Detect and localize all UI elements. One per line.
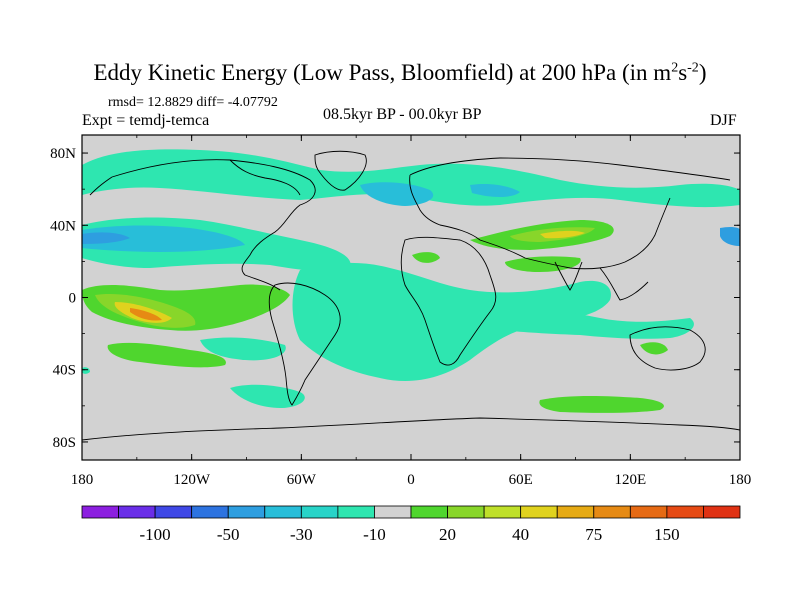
colorbar-swatch: [264, 505, 302, 519]
contour-asia-green-patch: [505, 256, 581, 272]
colorbar-swatch: [191, 505, 229, 519]
colorbar-label: -10: [363, 525, 386, 544]
colorbar-swatch: [447, 505, 485, 519]
colorbar-swatch: [154, 505, 193, 519]
chart-title: Eddy Kinetic Energy (Low Pass, Bloomfiel…: [93, 60, 707, 85]
coast-australia: [629, 326, 706, 371]
coast-africa: [400, 236, 497, 366]
coast-south-america: [268, 282, 341, 406]
colorbar-label: -30: [290, 525, 313, 544]
colorbar-swatch: [410, 505, 448, 519]
colorbar-label: 20: [439, 525, 456, 544]
colorbar-swatch: [81, 505, 119, 519]
contour-west-edge-cyan: [82, 367, 90, 374]
contour-arctic-band: [82, 149, 740, 208]
coast-eurasia: [409, 157, 731, 270]
x-tick-label: 180: [71, 472, 94, 488]
coast-greenland: [314, 150, 367, 191]
contour-tropical-band: [292, 262, 611, 381]
stats-label: rmsd= 12.8829 diff= -4.07792: [108, 95, 278, 110]
period-label: 08.5kyr BP - 00.0kyr BP: [323, 106, 482, 123]
contour-jet-core: [540, 230, 585, 239]
y-axis: 80N 40N 0 40S 80S: [50, 146, 740, 451]
colorbar-label: -100: [140, 525, 171, 544]
contour-eqpacific-core: [130, 308, 162, 321]
contour-australia-green: [640, 342, 668, 355]
x-axis: 180 120W 60W 0 60E 120E 180: [71, 135, 752, 488]
coast-alaska-canada: [89, 159, 301, 196]
colorbar-swatch: [483, 505, 522, 519]
coast-antarctica: [82, 417, 740, 441]
contour-npacific-mid: [82, 225, 245, 252]
contour-npacific-core: [82, 232, 130, 244]
colorbar: -100 -50 -30 -10 20 40 75 150: [81, 505, 741, 544]
contour-siberia-blue: [470, 183, 520, 197]
colorbar-label: 75: [585, 525, 602, 544]
y-tick-label: 80N: [50, 146, 76, 162]
colorbar-swatch: [118, 505, 156, 519]
colorbar-swatch: [703, 505, 741, 519]
x-tick-label: 120W: [173, 472, 211, 488]
x-tick-label: 60E: [509, 472, 533, 488]
y-tick-label: 0: [69, 291, 77, 307]
season-label: DJF: [710, 112, 737, 129]
colorbar-swatch: [556, 505, 595, 519]
colorbar-swatch: [337, 505, 375, 519]
x-tick-label: 0: [407, 472, 415, 488]
contour-s-america-cyan: [230, 384, 305, 408]
map-plot-area: [82, 135, 740, 460]
contour-spacific-green: [107, 342, 226, 368]
field-contours: [82, 149, 740, 413]
colorbar-label: 40: [512, 525, 529, 544]
coast-se-asia: [599, 267, 649, 301]
colorbar-swatch: [227, 505, 266, 519]
y-tick-label: 40S: [53, 363, 76, 379]
colorbar-swatch: [593, 505, 631, 519]
contour-africa-green-patch: [412, 252, 440, 263]
x-tick-label: 60W: [287, 472, 317, 488]
coast-north-america: [111, 159, 316, 291]
colorbar-swatch: [374, 505, 412, 519]
colorbar-swatch: [300, 505, 339, 519]
colorbar-swatch: [666, 505, 704, 519]
contour-npacific-right-edge: [720, 226, 740, 246]
colorbar-label: -50: [217, 525, 240, 544]
y-tick-label: 40N: [50, 218, 76, 234]
colorbar-swatch: [629, 505, 668, 519]
coastlines: [82, 150, 740, 441]
x-tick-label: 180: [729, 472, 752, 488]
colorbar-swatch: [520, 505, 558, 519]
contour-antarctic-green: [539, 396, 664, 413]
x-tick-label: 120E: [614, 472, 646, 488]
experiment-label: Expt = temdj-temca: [82, 112, 210, 129]
colorbar-label: 150: [654, 525, 680, 544]
y-tick-label: 80S: [53, 435, 76, 451]
contour-spacific-cyan: [200, 337, 286, 361]
coast-india: [554, 261, 583, 291]
